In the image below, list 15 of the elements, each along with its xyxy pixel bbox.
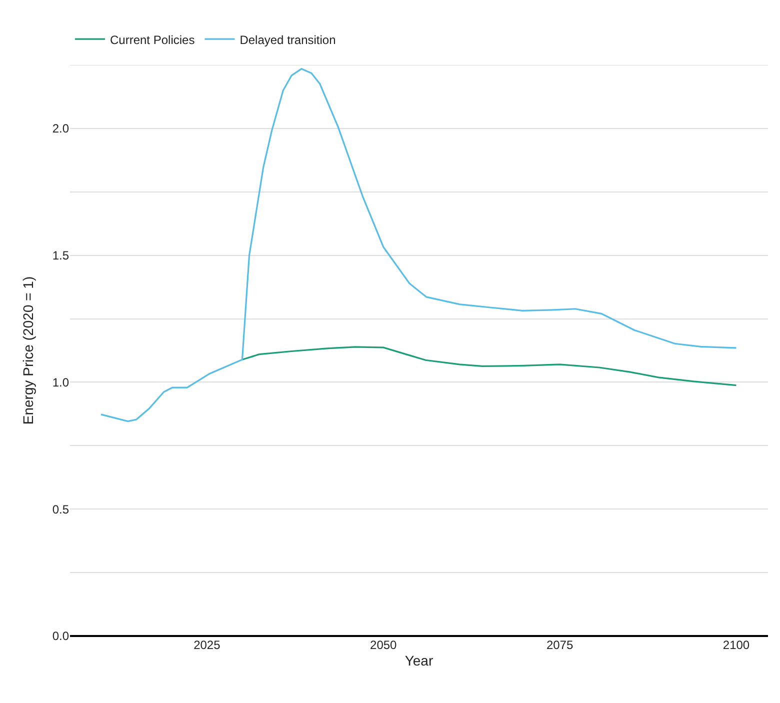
y-tick-label: 1.0 [52,375,70,390]
x-tick-label: 2075 [546,638,574,652]
y-tick-label: 1.5 [52,248,70,263]
y-tick-label: 2.0 [52,122,70,136]
y-axis-title: Energy Price (2020 = 1) [20,276,36,425]
x-tick-label: 2050 [370,638,398,652]
x-axis-title: Year [404,652,434,668]
x-tick-label: 2100 [722,638,750,652]
line-series [241,346,738,386]
y-tick-label: 0.0 [52,629,70,644]
x-tick-label: 2025 [194,638,221,652]
line-series [100,68,738,422]
y-tick-label: 0.5 [52,502,70,516]
legend-label: Delayed transition [240,32,336,47]
legend-label: Current Policies [110,32,195,47]
